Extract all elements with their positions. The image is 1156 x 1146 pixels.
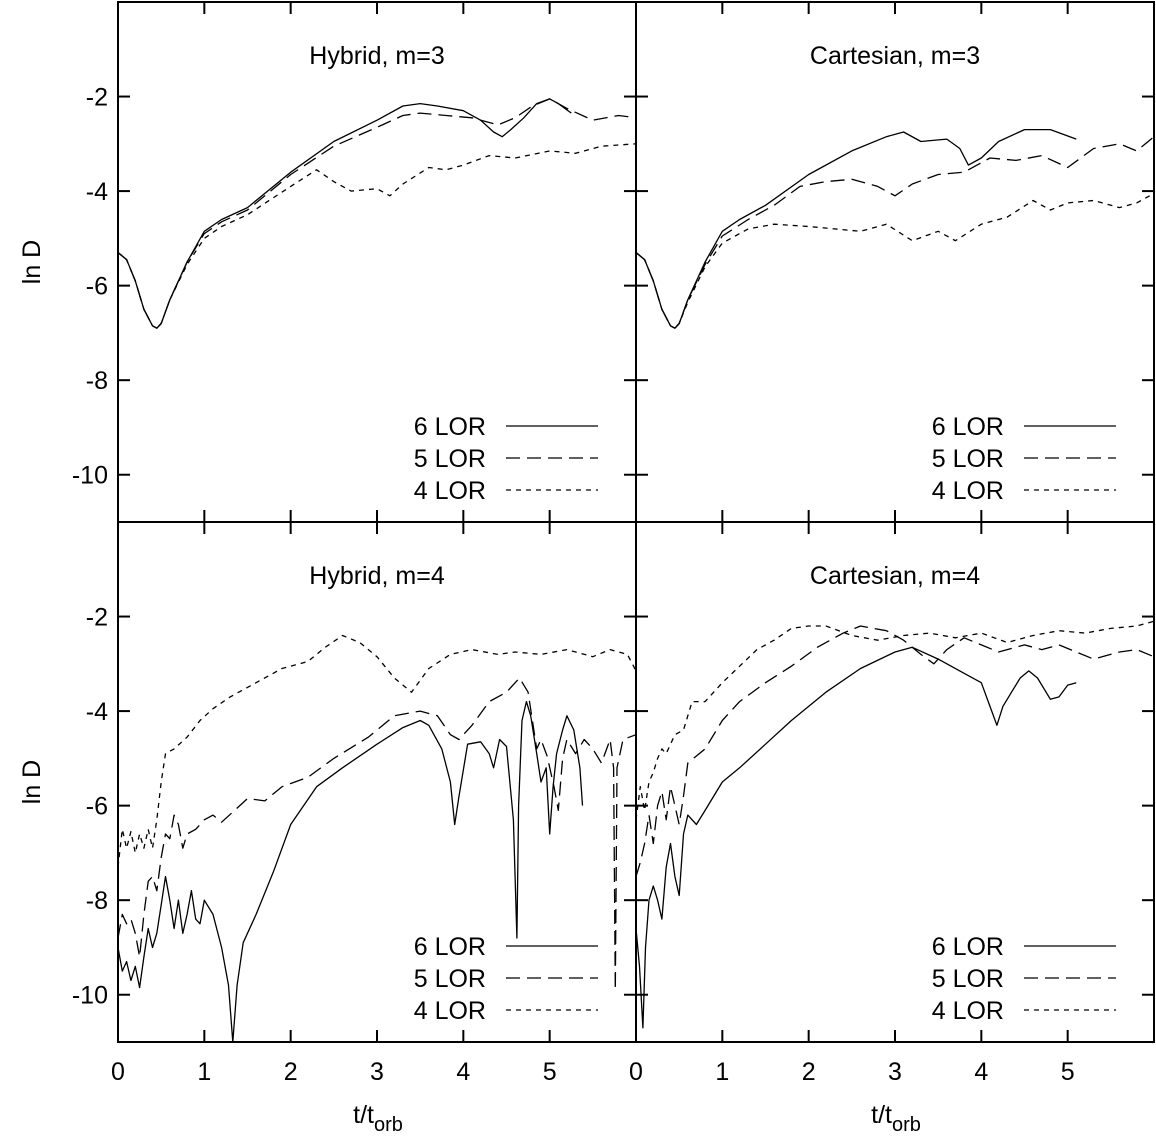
y-tick-label: -4 <box>86 178 108 206</box>
x-tick-label: 1 <box>197 1058 211 1086</box>
series-group <box>636 128 1154 329</box>
x-tick-label: 3 <box>370 1058 384 1086</box>
legend-label: 6 LOR <box>414 413 486 441</box>
plot-frame <box>635 521 1155 1043</box>
legend-label: 4 LOR <box>932 477 1004 505</box>
panel-1: -2 -4 -6 -8 -10 Hybrid, m=3 6 LOR 5 LOR 4 LOR <box>72 1 637 523</box>
y-tick-label: -10 <box>72 462 108 490</box>
series-line-6-lor <box>636 646 1077 1029</box>
legend: 6 LOR 5 LOR 4 LOR <box>932 933 1116 1025</box>
legend-label: 6 LOR <box>932 933 1004 961</box>
panel-title: Cartesian, m=4 <box>810 562 980 590</box>
x-tick-label: 5 <box>543 1058 557 1086</box>
plot-frame <box>117 521 637 1043</box>
xlabel-right-main: t/t <box>871 1101 892 1129</box>
legend: 6 LOR 5 LOR 4 LOR <box>932 413 1116 505</box>
y-tick-label: -6 <box>86 273 108 301</box>
panel-4: 0 1 2 3 4 5 Cartesian, m=4 6 LOR 5 LOR 4 LOR <box>629 521 1155 1086</box>
x-tick-label: 3 <box>888 1058 902 1086</box>
xlabel-left: t/torb <box>353 1101 403 1136</box>
legend-label: 4 LOR <box>414 997 486 1025</box>
legend-label: 4 LOR <box>414 477 486 505</box>
series-line-5-lor <box>636 625 1154 877</box>
xlabel-right: t/torb <box>871 1101 921 1136</box>
series-line-5-lor <box>636 136 1154 329</box>
series-line-4-lor <box>118 143 636 329</box>
xlabel-right-sub: orb <box>892 1114 921 1136</box>
ylabel-top: ln D <box>18 240 46 284</box>
y-tick-label: -10 <box>72 982 108 1010</box>
series-line-4-lor <box>636 620 1154 820</box>
series-line-6-lor <box>118 700 584 1042</box>
plot-frame <box>117 1 637 523</box>
x-tick-label: 2 <box>802 1058 816 1086</box>
x-tick-label: 0 <box>111 1058 125 1086</box>
y-tick-label: -8 <box>86 887 108 915</box>
y-tick-label: -8 <box>86 367 108 395</box>
legend-label: 5 LOR <box>414 445 486 473</box>
x-tick-label: 4 <box>456 1058 470 1086</box>
series-line-4-lor <box>118 634 636 868</box>
panel-3: 0 1 2 3 4 5 -2 -4 -6 -8 -10 Hybrid, m=4 6 LOR 5 LOR 4 … <box>72 521 637 1086</box>
series-line-4-lor <box>636 192 1154 329</box>
y-tick-label: -4 <box>86 698 108 726</box>
panel-title: Hybrid, m=3 <box>309 42 444 70</box>
series-group <box>118 634 636 1042</box>
series-line-6-lor <box>118 98 572 329</box>
ylabel-bottom: ln D <box>18 760 46 804</box>
legend: 6 LOR 5 LOR 4 LOR <box>414 413 598 505</box>
xlabel-left-main: t/t <box>353 1101 374 1129</box>
series-line-5-lor <box>118 677 636 991</box>
series-line-5-lor <box>118 98 636 329</box>
y-tick-label: -6 <box>86 793 108 821</box>
series-group <box>118 98 636 329</box>
xlabel-left-sub: orb <box>374 1114 403 1136</box>
legend-label: 4 LOR <box>932 997 1004 1025</box>
legend-label: 5 LOR <box>932 445 1004 473</box>
plot-frame <box>635 1 1155 523</box>
panel-title: Hybrid, m=4 <box>309 562 445 590</box>
panel-title: Cartesian, m=3 <box>810 42 980 70</box>
y-tick-label: -2 <box>86 84 108 112</box>
legend-label: 5 LOR <box>414 965 486 993</box>
legend-label: 6 LOR <box>414 933 486 961</box>
y-tick-label: -2 <box>86 604 108 632</box>
series-group <box>636 620 1154 1029</box>
x-tick-label: 2 <box>284 1058 298 1086</box>
x-tick-label: 4 <box>974 1058 988 1086</box>
legend-label: 5 LOR <box>932 965 1004 993</box>
x-tick-label: 0 <box>629 1058 643 1086</box>
legend: 6 LOR 5 LOR 4 LOR <box>414 933 598 1025</box>
x-tick-label: 5 <box>1061 1058 1075 1086</box>
legend-label: 6 LOR <box>932 413 1004 441</box>
panel-2: Cartesian, m=3 6 LOR 5 LOR 4 LOR <box>635 1 1155 523</box>
x-tick-label: 1 <box>715 1058 729 1086</box>
